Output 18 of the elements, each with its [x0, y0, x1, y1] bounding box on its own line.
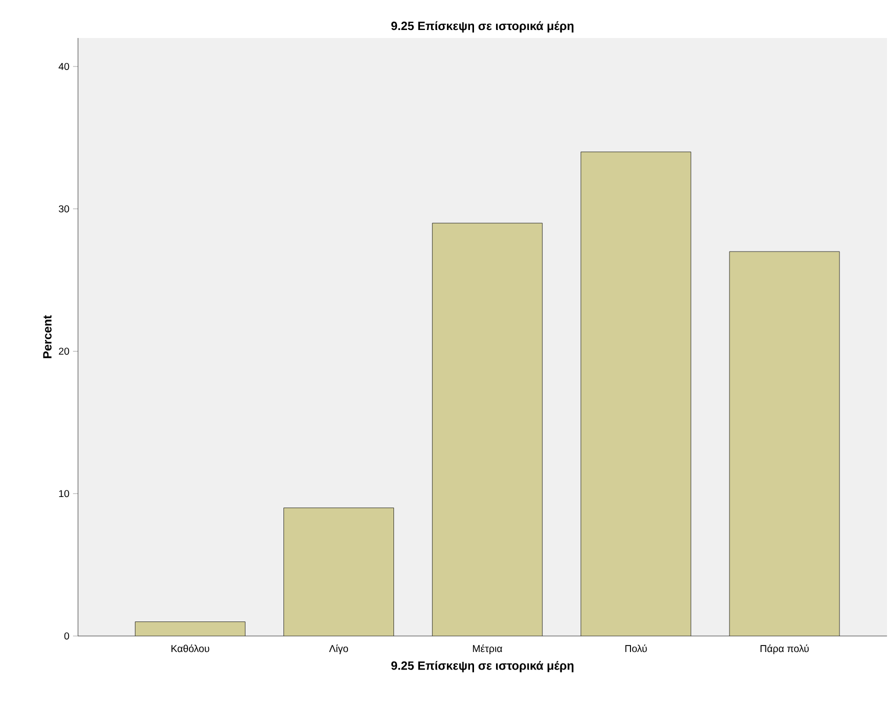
y-axis-title: Percent [43, 315, 52, 358]
y-tick-label: 10 [59, 490, 70, 498]
bar [432, 223, 542, 636]
bar [729, 251, 840, 636]
y-tick-label: 20 [58, 348, 70, 355]
x-tick-label: Λίγο [329, 644, 348, 654]
y-tick-label: 0 [64, 632, 70, 640]
x-tick-label: Καθόλου [171, 644, 210, 652]
y-tick-label: 40 [58, 62, 70, 70]
bar [135, 622, 246, 636]
x-tick-label: Πολύ [625, 644, 647, 652]
x-axis-title: 9.25 Επίσκεψη σε ιστορικά μέρη [391, 660, 574, 672]
y-tick-label: 30 [58, 205, 70, 212]
x-tick-label: Πάρα πολύ [760, 644, 809, 654]
chart-title: 9.25 Επίσκεψη σε ιστορικά μέρη [391, 21, 574, 32]
x-tick-label: Μέτρια [472, 644, 502, 654]
bar [580, 152, 691, 636]
bar [284, 508, 394, 636]
